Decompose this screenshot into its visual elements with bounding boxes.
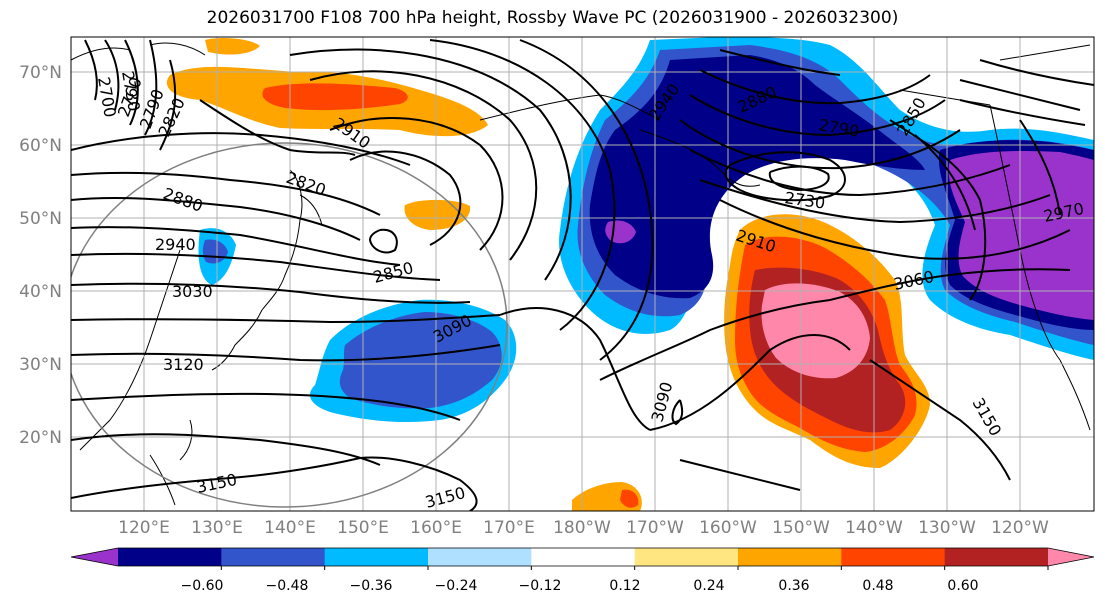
colorbar-segment [634, 548, 739, 566]
colorbar-extend-max [1048, 548, 1094, 566]
colorbar-segment [944, 548, 1049, 566]
lon-label: 180°W [553, 518, 611, 538]
lat-label: 40°N [19, 282, 62, 302]
lon-label: 160°E [410, 518, 462, 538]
colorbar-segment [738, 548, 842, 566]
longitude-labels: 120°E 130°E 140°E 150°E 160°E 170°E 180°… [118, 518, 1049, 538]
lon-label: 130°W [918, 518, 976, 538]
map-title: 2026031700 F108 700 hPa height, Rossby W… [206, 8, 899, 28]
height-contours [71, 39, 1094, 511]
contour-label: 3030 [172, 282, 213, 301]
colorbar-tick-label: 0.48 [862, 578, 893, 594]
lat-label: 20°N [19, 428, 62, 448]
colorbar-outline [70, 547, 1095, 567]
colorbar: −0.60 −0.48 −0.36 −0.24 −0.12 0.12 0.24 … [70, 547, 1095, 594]
colorbar-ticks [220, 566, 1049, 570]
gridlines [71, 37, 1094, 511]
colorbar-segment [841, 548, 946, 566]
reference-ring [71, 142, 508, 508]
lon-label: 150°E [337, 518, 389, 538]
lon-label: 120°W [991, 518, 1049, 538]
colorbar-tick-label: 0.60 [947, 578, 978, 594]
colorbar-tick-label: −0.36 [350, 578, 393, 594]
lat-label: 50°N [19, 209, 62, 229]
colorbar-tick-label: −0.60 [181, 578, 224, 594]
colorbar-segments [70, 547, 1095, 567]
colorbar-tick-label: −0.48 [266, 578, 309, 594]
lat-label: 30°N [19, 355, 62, 375]
map-frame [70, 36, 1095, 512]
lon-label: 140°E [264, 518, 316, 538]
map-panel [71, 37, 1094, 511]
colorbar-tick-label: −0.24 [435, 578, 478, 594]
contour-label: 3120 [163, 355, 204, 374]
lon-label: 170°E [483, 518, 535, 538]
colorbar-segment [531, 548, 636, 566]
colorbar-tick-label: 0.36 [778, 578, 809, 594]
lon-label: 130°E [191, 518, 243, 538]
lon-label: 140°W [845, 518, 903, 538]
colorbar-extend-min [71, 548, 118, 566]
colorbar-tick-label: 0.12 [609, 578, 640, 594]
lon-label: 150°W [772, 518, 830, 538]
lon-label: 170°W [626, 518, 684, 538]
lat-label: 60°N [19, 136, 62, 156]
latitude-labels: 70°N 60°N 50°N 40°N 30°N 20°N [19, 63, 62, 448]
colorbar-segment [118, 548, 222, 566]
anomaly-negative-core-east [948, 150, 1094, 320]
lon-label: 160°W [699, 518, 757, 538]
contour-label: 2940 [155, 235, 196, 254]
lon-label: 120°E [118, 518, 170, 538]
colorbar-segment [428, 548, 532, 566]
colorbar-segment [221, 548, 326, 566]
lat-label: 70°N [19, 63, 62, 83]
colorbar-tick-label: −0.12 [519, 578, 562, 594]
colorbar-tick-label: 0.24 [693, 578, 724, 594]
colorbar-segment [324, 548, 429, 566]
